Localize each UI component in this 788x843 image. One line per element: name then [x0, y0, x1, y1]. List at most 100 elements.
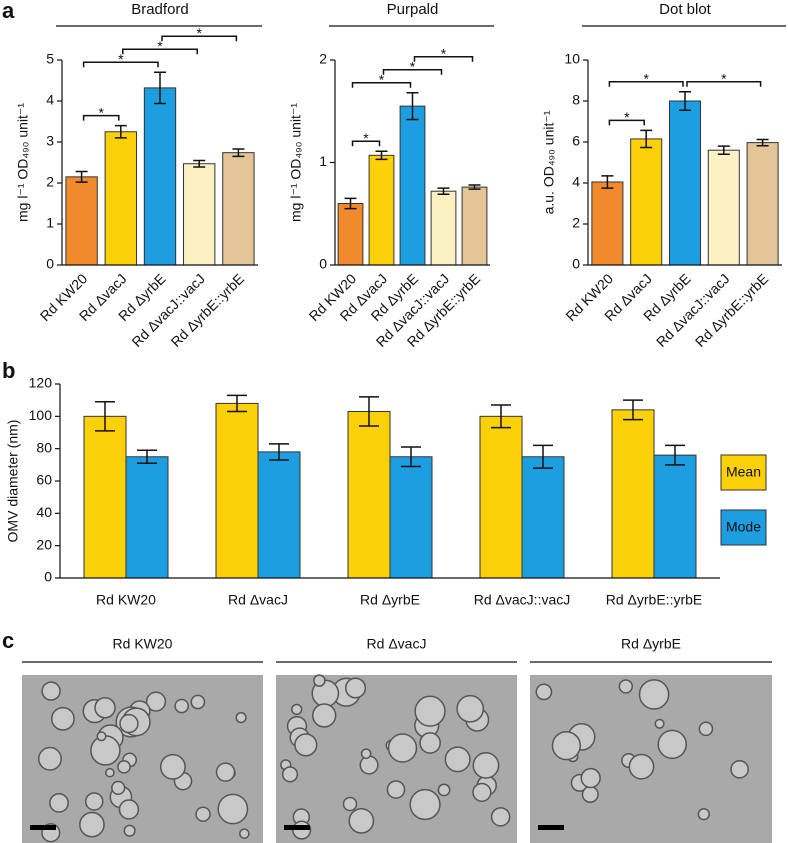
error-bar	[437, 187, 450, 196]
vesicle	[291, 703, 303, 716]
error-bar	[665, 444, 685, 466]
significance-bracket	[82, 61, 159, 68]
y-tick-label: 5	[46, 51, 54, 67]
vesicle	[386, 780, 406, 799]
vesicle	[730, 759, 749, 779]
bar	[215, 402, 259, 579]
significance-label: *	[363, 130, 369, 146]
bar	[347, 410, 391, 579]
vesicle	[217, 793, 249, 825]
bar	[630, 138, 663, 266]
significance-bracket	[122, 48, 198, 55]
y-tick-label: 6	[572, 133, 580, 149]
error-bar	[227, 394, 247, 413]
significance-bracket	[161, 35, 238, 42]
error-bar	[491, 404, 511, 429]
y-tick-label: 2	[46, 174, 54, 190]
y-tick-label: 0	[572, 256, 580, 272]
bar	[65, 176, 98, 266]
vesicle	[117, 760, 131, 774]
legend-label: Mean	[726, 464, 761, 480]
vesicle	[456, 694, 485, 723]
significance-bracket	[351, 82, 412, 88]
error-bar	[717, 145, 730, 156]
bar	[222, 152, 255, 266]
significance-bracket	[686, 81, 762, 87]
significance-bracket	[82, 114, 120, 121]
vesicle	[105, 767, 115, 778]
bar	[104, 131, 137, 266]
vesicle	[657, 729, 687, 760]
y-tick-label: 100	[29, 407, 53, 423]
vesicle	[360, 748, 372, 760]
y-tick-label: 60	[36, 472, 52, 488]
y-tick-label: 2	[319, 51, 327, 67]
bar	[368, 154, 395, 266]
x-tick-label: Rd ΔyrbE::yrbE	[606, 592, 703, 608]
vesicle	[698, 721, 714, 737]
x-tick-label: Rd KW20	[96, 592, 156, 608]
y-tick-label: 1	[46, 215, 54, 231]
legend-label: Mode	[726, 519, 761, 535]
x-tick-label: Rd ΔyrbE::yrbE	[168, 270, 248, 350]
y-tick-label: 120	[29, 375, 53, 391]
vesicle	[472, 752, 500, 779]
y-axis-label: mg l⁻¹ OD₄₉₀ unit⁻¹	[288, 103, 304, 222]
y-tick-label: 0	[46, 256, 54, 272]
error-bar	[344, 197, 357, 210]
bar	[257, 451, 301, 579]
bar	[707, 149, 740, 266]
error-bar	[468, 184, 481, 190]
bar	[83, 415, 127, 579]
significance-label: *	[441, 46, 447, 62]
vesicle	[281, 766, 299, 783]
bar	[337, 203, 364, 266]
vesicle	[123, 824, 136, 837]
vesicle	[235, 712, 247, 724]
vesicle	[387, 733, 418, 763]
vesicle	[50, 706, 75, 731]
vesicle	[84, 792, 104, 811]
y-tick-label: 10	[564, 51, 580, 67]
vesicle	[79, 811, 105, 838]
significance-label: *	[379, 72, 385, 88]
error-bar	[154, 71, 166, 105]
vesicle	[145, 691, 167, 712]
vesicle	[419, 732, 441, 754]
error-bar	[640, 129, 653, 149]
chart-title: Purpald	[387, 1, 439, 18]
bar	[591, 181, 624, 266]
chart-title: Bradford	[131, 1, 189, 18]
error-bar	[533, 444, 553, 469]
significance-label: *	[196, 25, 202, 41]
y-tick-label: 4	[572, 174, 580, 190]
chart-title: Dot blot	[659, 1, 712, 18]
vesicle	[581, 785, 599, 803]
bar	[125, 456, 169, 579]
y-axis-label: a.u. OD₄₉₀ unit⁻¹	[541, 110, 557, 214]
y-tick-label: 40	[36, 504, 52, 520]
error-bar	[193, 159, 206, 168]
x-tick-label: Rd ΔvacJ::vacJ	[474, 592, 571, 608]
vesicle	[638, 679, 670, 710]
significance-bracket	[413, 56, 474, 62]
vesicle	[551, 731, 582, 761]
x-tick-label: Rd ΔvacJ	[228, 592, 288, 608]
vesicle	[348, 807, 375, 834]
bar	[389, 456, 433, 579]
micrograph-title: Rd KW20	[113, 636, 173, 652]
vesicle	[215, 762, 236, 782]
vesicle	[313, 674, 326, 687]
error-bar	[406, 92, 419, 121]
error-bar	[75, 170, 88, 183]
bar	[479, 415, 523, 579]
error-bar	[401, 446, 421, 468]
vesicle	[119, 713, 139, 734]
significance-bracket	[608, 81, 684, 87]
bar	[183, 163, 216, 266]
vesicle	[312, 703, 337, 728]
bar	[668, 100, 702, 266]
micrograph-title: Rd ΔyrbE	[621, 636, 681, 652]
vesicle	[697, 808, 710, 821]
